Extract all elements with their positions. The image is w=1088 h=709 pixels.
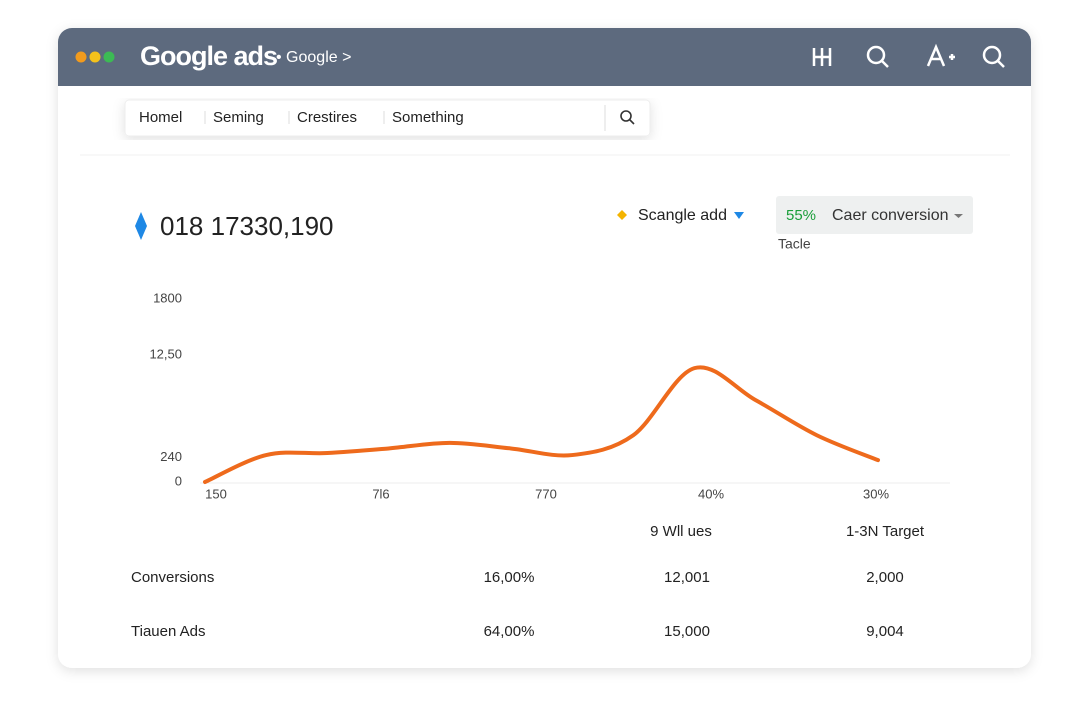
top-bar: [58, 28, 1031, 86]
table-cell: 16,00%: [484, 569, 535, 586]
font-icon[interactable]: [926, 43, 955, 67]
metric-icon: [135, 212, 147, 240]
breadcrumb[interactable]: • Google >: [276, 49, 351, 66]
dropdown-caret: [954, 214, 963, 218]
x-tick-label: 40%: [698, 486, 724, 501]
nav-item[interactable]: Crestires: [297, 109, 357, 126]
x-tick-label: 150: [205, 486, 227, 501]
table-cell: 64,00%: [484, 623, 535, 640]
y-tick-label: 0: [175, 473, 182, 488]
y-tick-label: 240: [160, 449, 182, 464]
legend-icon: [617, 210, 627, 220]
search-icon[interactable]: [866, 45, 886, 65]
nav-item[interactable]: Something: [392, 109, 464, 126]
table-cell: 12,001: [664, 569, 710, 586]
search-icon[interactable]: [982, 45, 1002, 65]
nav-item[interactable]: Homel: [139, 109, 182, 126]
x-tick-label: 770: [535, 486, 557, 501]
toolbar-icons: [812, 43, 1005, 68]
card: [58, 28, 1031, 668]
nav-search[interactable]: [620, 110, 635, 125]
table-cell: Tiauen Ads: [131, 623, 206, 640]
grid-icon[interactable]: [812, 48, 832, 66]
table-cell: 9,004: [866, 623, 904, 640]
nav-item[interactable]: Seming: [213, 109, 264, 126]
x-tick-label: 30%: [863, 486, 889, 501]
nav-bar: [124, 99, 651, 137]
dropdown[interactable]: [776, 196, 973, 234]
line: [203, 365, 880, 484]
y-tick-label: 12,50: [149, 346, 182, 361]
table-cell: 2,000: [866, 569, 904, 586]
metric-value: 018 17330,190: [160, 211, 334, 241]
column-header: 1-3N Target: [846, 523, 925, 540]
legend-label: Scangle add: [638, 207, 727, 224]
dropdown-label: Caer conversion: [832, 207, 949, 224]
dot: [103, 51, 115, 63]
dropdown-percent: 55%: [786, 207, 816, 224]
y-tick-label: 1800: [153, 290, 182, 305]
dot: [75, 51, 87, 63]
legend-caret: [734, 212, 744, 219]
dot: [89, 51, 101, 63]
column-header: 9 Wll ues: [650, 523, 712, 540]
table-cell: Conversions: [131, 569, 214, 586]
x-tick-label: 7l6: [372, 486, 389, 501]
table-cell: 15,000: [664, 623, 710, 640]
brand: Google ads: [140, 41, 277, 71]
nav: Homel Seming Crestires Something: [139, 109, 464, 126]
dropdown-caption: Tacle: [778, 236, 811, 252]
